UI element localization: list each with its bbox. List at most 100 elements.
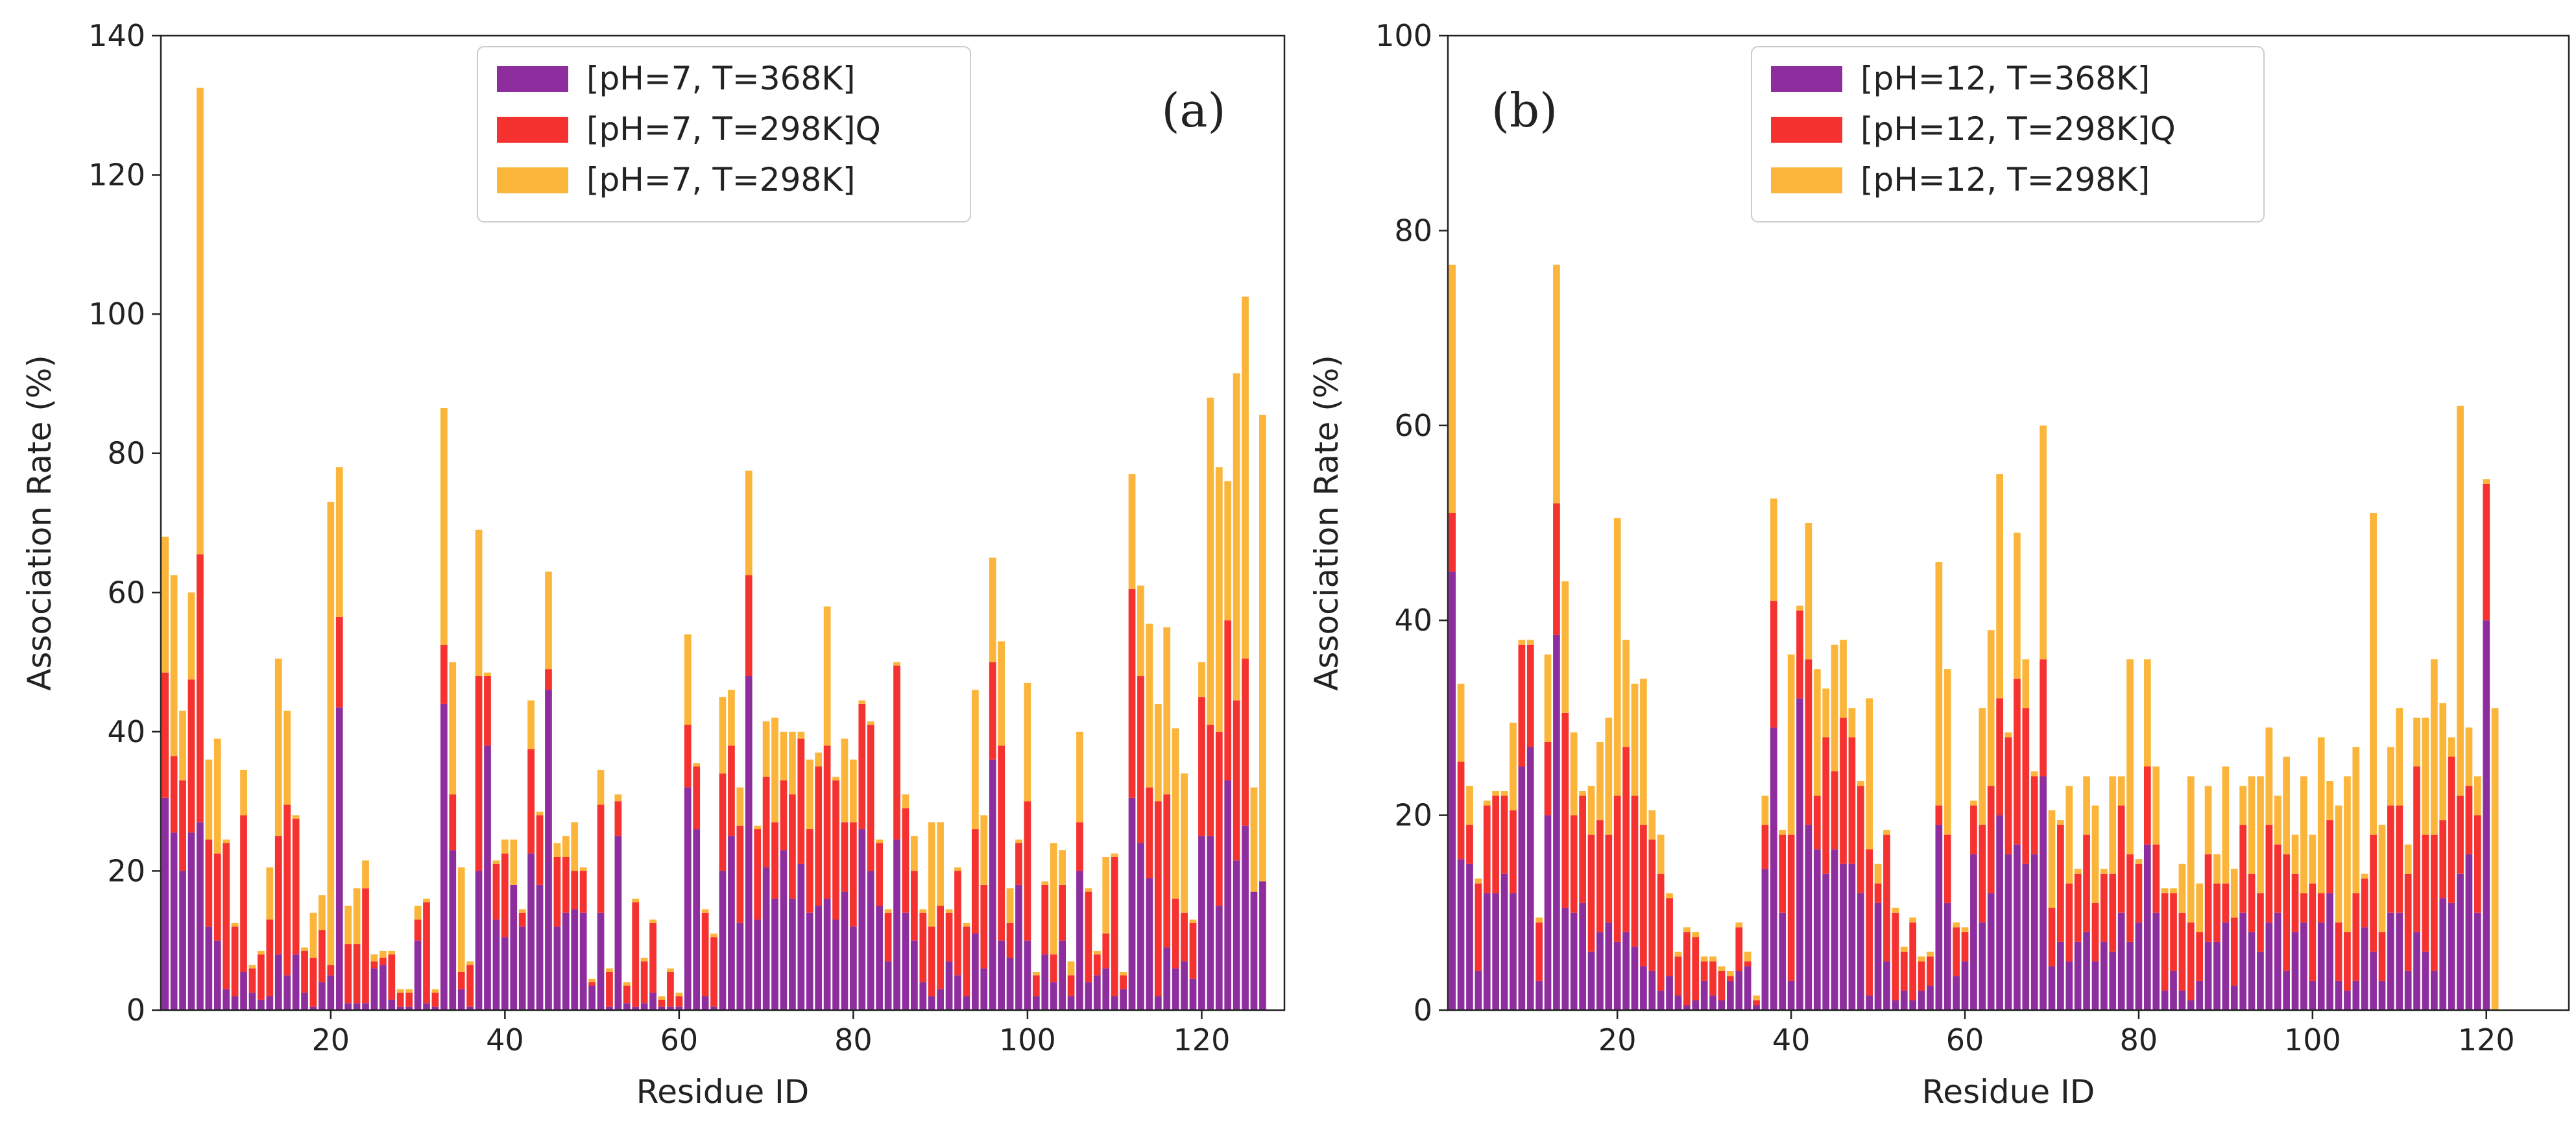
bar-segment-series-1 — [762, 867, 770, 1010]
bar-segment-series-2 — [1102, 933, 1110, 969]
bar-segment-series-1 — [640, 1003, 648, 1010]
bar-segment-series-2 — [1172, 899, 1179, 969]
bar-segment-series-3 — [911, 836, 918, 871]
bar-segment-series-2 — [1050, 954, 1057, 983]
bar-segment-series-1 — [1770, 727, 1777, 1010]
bar-segment-series-1 — [327, 975, 335, 1010]
bar-segment-series-3 — [797, 731, 805, 739]
bar-segment-series-1 — [545, 690, 552, 1010]
bar-segment-series-3 — [1059, 850, 1066, 885]
bar-segment-series-3 — [1207, 397, 1214, 725]
bar-segment-series-2 — [187, 679, 195, 833]
bar-segment-series-2 — [789, 794, 796, 899]
bar-segment-series-2 — [2335, 922, 2342, 981]
bar-segment-series-2 — [319, 930, 326, 983]
bar-segment-series-1 — [1181, 961, 1188, 1010]
bar-segment-series-2 — [719, 773, 727, 871]
bar-segment-series-1 — [780, 850, 788, 1010]
bar-segment-series-2 — [1953, 927, 1960, 976]
bar-segment-series-1 — [1735, 971, 1743, 1010]
panel-a: 0 20 40 60 80 100 120 140 20 40 60 80 100 120 Residue … — [21, 18, 1286, 1111]
bar-segment-series-3 — [588, 978, 596, 983]
bar-segment-series-2 — [2213, 883, 2221, 942]
bar-segment-series-1 — [1683, 1005, 1691, 1010]
bar-segment-series-1 — [2274, 912, 2281, 1010]
bar-segment-series-3 — [492, 860, 500, 864]
bar-segment-series-2 — [893, 665, 900, 840]
bar-segment-series-2 — [1857, 786, 1864, 893]
bar-segment-series-3 — [2265, 727, 2273, 825]
bar-segment-series-1 — [2100, 941, 2108, 1010]
bar-segment-series-2 — [1596, 820, 1604, 932]
bar-segment-series-3 — [893, 662, 900, 666]
bar-segment-series-2 — [379, 958, 387, 965]
bar-segment-series-1 — [2465, 854, 2473, 1010]
bar-segment-series-3 — [2230, 869, 2238, 918]
bar-segment-series-3 — [693, 763, 701, 767]
bar-segment-series-2 — [457, 971, 465, 989]
bar-segment-series-1 — [2335, 980, 2342, 1010]
bar-segment-series-3 — [2413, 718, 2420, 767]
bar-segment-series-1 — [1761, 869, 1769, 1010]
bar-segment-series-2 — [971, 829, 979, 934]
bar-segment-series-1 — [1224, 780, 1232, 1010]
legend-swatch — [1771, 167, 1842, 193]
bar-segment-series-2 — [1640, 825, 1647, 967]
bar-segment-series-3 — [954, 867, 961, 871]
x-tick-label: 120 — [1174, 1022, 1231, 1057]
bar-segment-series-2 — [1492, 795, 1500, 893]
bar-segment-series-1 — [1779, 912, 1787, 1010]
bar-segment-series-3 — [1796, 605, 1803, 611]
bar-segment-series-3 — [1483, 801, 1491, 806]
bar-segment-series-2 — [2344, 932, 2351, 991]
bar-segment-series-1 — [1909, 1000, 1917, 1010]
bar-segment-series-2 — [928, 926, 935, 996]
bar-segment-series-2 — [797, 738, 805, 864]
bar-segment-series-1 — [1892, 1000, 1899, 1010]
bar-segment-series-1 — [1553, 634, 1560, 1010]
bar-segment-series-1 — [1041, 954, 1049, 1010]
bar-segment-series-3 — [335, 467, 343, 617]
bar-segment-series-2 — [2326, 820, 2333, 893]
bar-segment-series-3 — [2178, 863, 2186, 913]
bar-segment-series-1 — [353, 1003, 361, 1010]
bar-segment-series-2 — [989, 662, 996, 760]
bar-segment-series-1 — [414, 940, 422, 1010]
bar-segment-series-3 — [1198, 662, 1205, 697]
bar-segment-series-3 — [2431, 659, 2438, 835]
bar-segment-series-3 — [806, 759, 813, 830]
bar-segment-series-1 — [1076, 871, 1083, 1010]
bar-segment-series-2 — [1744, 961, 1751, 967]
bar-segment-series-3 — [266, 867, 274, 920]
bar-segment-series-1 — [1953, 976, 1960, 1010]
bar-segment-series-1 — [2309, 980, 2317, 1010]
bar-segment-series-3 — [370, 954, 378, 961]
bar-segment-series-1 — [2004, 854, 2012, 1010]
bar-segment-series-3 — [850, 759, 857, 823]
bar-segment-series-2 — [745, 575, 752, 677]
bar-segment-series-1 — [405, 1006, 413, 1010]
bar-segment-series-2 — [449, 794, 457, 851]
bar-segment-series-3 — [2004, 732, 2012, 738]
bar-segment-series-2 — [1024, 801, 1031, 941]
bar-segment-series-1 — [1613, 941, 1621, 1010]
bar-segment-series-3 — [1622, 640, 1630, 747]
bar-segment-series-3 — [2344, 776, 2351, 932]
bar-segment-series-2 — [1970, 805, 1977, 854]
bar-segment-series-1 — [2326, 893, 2333, 1010]
bar-segment-series-2 — [1587, 834, 1595, 952]
bar-segment-series-1 — [240, 971, 247, 1010]
bar-segment-series-1 — [815, 906, 823, 1010]
bar-segment-series-3 — [2091, 805, 2099, 903]
bar-segment-series-1 — [945, 961, 953, 1010]
bar-segment-series-1 — [362, 1003, 369, 1010]
bar-segment-series-3 — [1189, 919, 1197, 923]
bar-segment-series-2 — [998, 745, 1005, 941]
bar-segment-series-3 — [1753, 995, 1760, 1000]
bar-segment-series-3 — [2248, 776, 2256, 874]
bar-segment-series-2 — [1987, 786, 1995, 893]
bar-segment-series-3 — [292, 815, 300, 819]
bar-segment-series-1 — [789, 899, 796, 1010]
bar-segment-series-2 — [2361, 878, 2368, 928]
bar-segment-series-3 — [1111, 853, 1118, 857]
